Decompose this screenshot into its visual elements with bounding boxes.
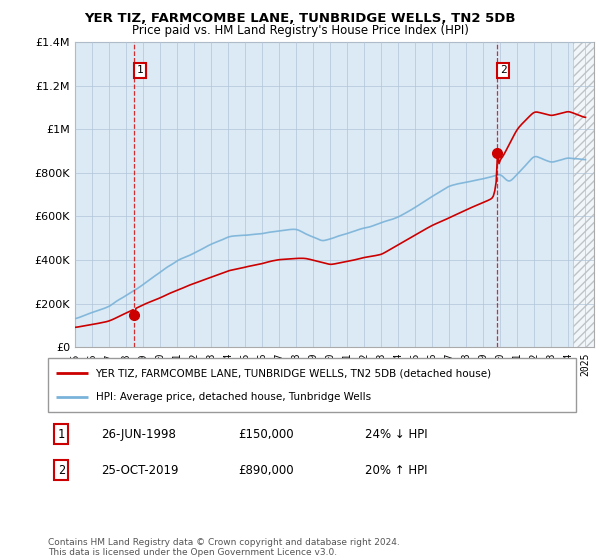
Text: YER TIZ, FARMCOMBE LANE, TUNBRIDGE WELLS, TN2 5DB: YER TIZ, FARMCOMBE LANE, TUNBRIDGE WELLS… [84, 12, 516, 25]
Text: YER TIZ, FARMCOMBE LANE, TUNBRIDGE WELLS, TN2 5DB (detached house): YER TIZ, FARMCOMBE LANE, TUNBRIDGE WELLS… [95, 368, 491, 379]
Text: Contains HM Land Registry data © Crown copyright and database right 2024.
This d: Contains HM Land Registry data © Crown c… [48, 538, 400, 557]
Text: Price paid vs. HM Land Registry's House Price Index (HPI): Price paid vs. HM Land Registry's House … [131, 24, 469, 37]
Bar [573, 42, 594, 347]
Text: 24% ↓ HPI: 24% ↓ HPI [365, 428, 427, 441]
Text: 1: 1 [58, 428, 65, 441]
Bar [573, 42, 594, 347]
Text: 25-OCT-2019: 25-OCT-2019 [101, 464, 178, 477]
Text: HPI: Average price, detached house, Tunbridge Wells: HPI: Average price, detached house, Tunb… [95, 391, 371, 402]
Text: £890,000: £890,000 [238, 464, 294, 477]
Text: 2: 2 [58, 464, 65, 477]
Text: 1: 1 [137, 66, 143, 76]
Text: 2: 2 [500, 66, 506, 76]
Text: £150,000: £150,000 [238, 428, 294, 441]
Text: 26-JUN-1998: 26-JUN-1998 [101, 428, 176, 441]
Text: 20% ↑ HPI: 20% ↑ HPI [365, 464, 427, 477]
FancyBboxPatch shape [48, 358, 576, 412]
